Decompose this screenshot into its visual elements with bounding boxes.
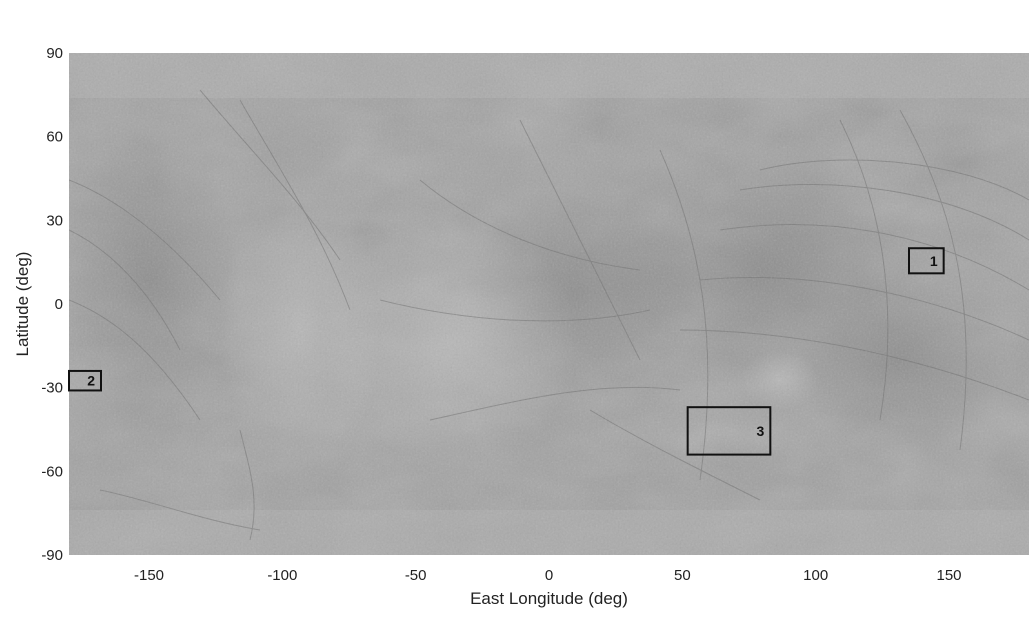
x-tick-label: 150 [936,567,961,584]
x-tick-label: -150 [134,567,164,584]
y-tick-label: -60 [41,463,63,480]
region-box [686,406,772,456]
y-axis-title: Latitude (deg) [13,252,32,357]
y-tick-label: -30 [41,380,63,397]
x-axis-ticks: -150 -100 -50 0 50 100 150 [134,567,962,584]
x-axis-title: East Longitude (deg) [470,589,628,608]
map-surface-grain [69,53,1029,555]
region-label: 1 [930,253,938,269]
region-label: 3 [757,423,765,439]
region-box [908,247,945,275]
y-tick-label: 0 [55,296,63,313]
y-tick-label: 60 [46,129,63,146]
map-surface-image [69,53,1029,555]
x-tick-label: -50 [405,567,427,584]
y-tick-label: 30 [46,212,63,229]
y-axis-ticks: 90 60 30 0 -30 -60 -90 [41,45,63,564]
y-tick-label: 90 [46,45,63,62]
regions-of-interest: 1 2 3 [68,247,945,456]
x-tick-label: 100 [803,567,828,584]
region-box [68,369,102,392]
y-tick-label: -90 [41,547,63,564]
region-label: 2 [87,373,95,389]
x-tick-label: 0 [545,567,553,584]
x-tick-label: -100 [267,567,297,584]
x-tick-label: 50 [674,567,691,584]
